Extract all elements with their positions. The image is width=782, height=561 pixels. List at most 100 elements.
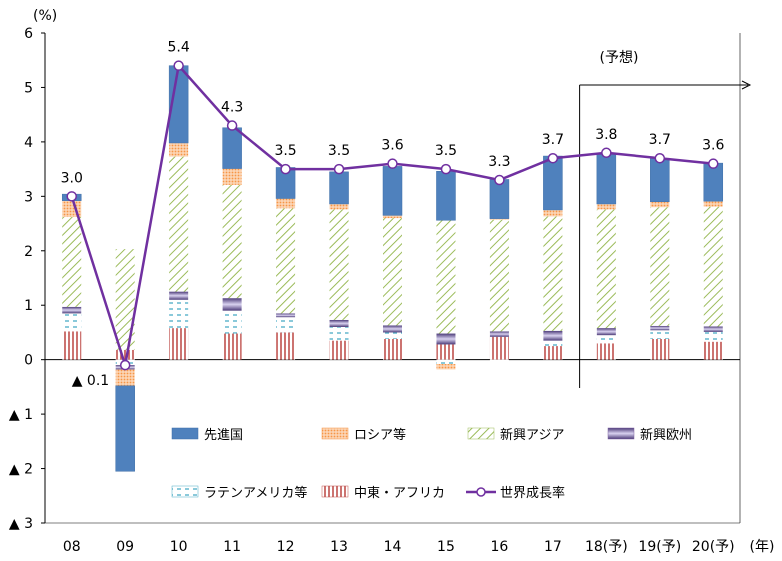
y-tick-label: 3 <box>24 189 33 205</box>
legend-line-marker <box>476 487 486 497</box>
bar-segment <box>596 152 617 205</box>
x-tick-label: 13 <box>330 539 348 555</box>
bar-segment <box>489 336 509 360</box>
growth-point <box>708 158 719 169</box>
legend-label: 新興アジア <box>500 427 564 443</box>
growth-data-label: 4.3 <box>221 100 243 116</box>
y-tick-label: 2 <box>24 244 33 260</box>
bar-segment <box>62 306 82 314</box>
x-tick-label: 08 <box>63 539 81 555</box>
bar-segment <box>703 326 723 332</box>
bar-segment <box>276 317 296 333</box>
bar-segment <box>222 298 242 311</box>
forecast-arrowhead <box>741 80 752 90</box>
x-tick-label: 11 <box>223 539 241 555</box>
growth-data-label: 3.5 <box>328 143 350 159</box>
y-tick-label: ▲ 1 <box>9 407 33 423</box>
bar-segment <box>329 319 349 327</box>
growth-point <box>226 120 238 131</box>
x-tick-label: 19(予) <box>638 539 681 555</box>
forecast-marker: (予想) <box>579 50 752 388</box>
bar-segment <box>276 332 296 360</box>
bar-segment <box>436 333 456 345</box>
y-tick-label: 0 <box>24 353 33 369</box>
growth-point <box>173 60 184 71</box>
legend-swatch <box>321 485 349 498</box>
growth-data-label: 3.5 <box>274 143 296 159</box>
bar-segment <box>703 341 723 360</box>
y-tick-label: 5 <box>24 80 33 96</box>
bar-segment <box>596 335 616 344</box>
bar-segment <box>169 142 189 157</box>
growth-point <box>119 359 131 371</box>
bar-segment <box>703 206 723 327</box>
bar-segment <box>703 201 723 207</box>
x-tick-label: 17 <box>544 539 562 555</box>
legend-label: ラテンアメリカ等 <box>204 485 307 501</box>
bar-segment <box>329 327 349 341</box>
bar-segment <box>596 209 616 329</box>
growth-point <box>494 174 505 186</box>
growth-line: 3.0 ▲ 0.1 5.4 4.3 3.5 3.5 3.6 3.5 3.3 3.7 3.8 3.7 3.… <box>61 40 725 389</box>
x-tick-label: 20(予) <box>692 539 735 555</box>
bar-segment <box>489 218 509 220</box>
bar-segment <box>383 325 402 333</box>
bar-segment <box>329 171 349 205</box>
bar-segment <box>650 330 670 339</box>
bar-segment <box>543 155 563 211</box>
bar-segment <box>329 203 349 210</box>
bar-segment <box>436 359 456 365</box>
bar-segment <box>543 346 563 360</box>
growth-data-label: 3.6 <box>381 138 403 154</box>
bar-segment <box>62 331 82 360</box>
bar-segment <box>115 385 135 472</box>
growth-data-label: 3.7 <box>542 132 564 148</box>
bar-segment <box>596 343 616 360</box>
bar-segment <box>383 215 402 219</box>
growth-point <box>547 152 559 164</box>
bar-segment <box>329 209 349 320</box>
growth-point <box>280 163 291 175</box>
bar-segment <box>222 184 242 299</box>
bar-segment <box>383 332 402 339</box>
bar-segment <box>276 198 296 209</box>
bar-segment <box>436 220 456 334</box>
legend-swatch <box>467 427 495 440</box>
bar-segment <box>169 291 189 300</box>
legend-swatch <box>321 427 349 440</box>
legend-swatch <box>171 485 199 498</box>
bar-segment <box>115 349 135 360</box>
bar-segment <box>596 328 616 336</box>
bar-segment <box>543 216 563 331</box>
bar-segment <box>543 340 563 347</box>
bar-segment <box>543 209 563 217</box>
y-tick-label: 1 <box>24 298 33 314</box>
bar-segment <box>115 369 135 386</box>
bar-segment <box>276 313 296 318</box>
legend-label: 世界成長率 <box>500 485 565 501</box>
growth-point <box>601 147 612 159</box>
x-tick-label: 10 <box>170 539 188 555</box>
x-tick-label: 12 <box>277 539 295 555</box>
bar-segment <box>222 333 242 360</box>
bar-segment <box>169 328 189 360</box>
x-tick-label: 16 <box>491 539 509 555</box>
bar-segment <box>436 344 456 360</box>
bar-segment <box>62 217 82 307</box>
y-tick-label: ▲ 2 <box>9 462 33 478</box>
growth-data-label: 3.3 <box>488 154 510 170</box>
bar-segment <box>276 208 296 314</box>
bar-segment <box>489 179 510 219</box>
bar-segment <box>62 313 82 332</box>
y-unit-label: (%) <box>33 8 57 24</box>
bar-segment <box>596 203 616 210</box>
growth-point <box>66 191 77 202</box>
growth-point <box>654 152 666 164</box>
bar-segment <box>650 157 670 203</box>
bar-segment <box>115 249 135 350</box>
y-tick-label: 6 <box>24 26 33 42</box>
legend-swatch <box>607 427 635 440</box>
x-tick-label: 09 <box>116 539 134 555</box>
legend-label: ロシア等 <box>354 427 406 443</box>
